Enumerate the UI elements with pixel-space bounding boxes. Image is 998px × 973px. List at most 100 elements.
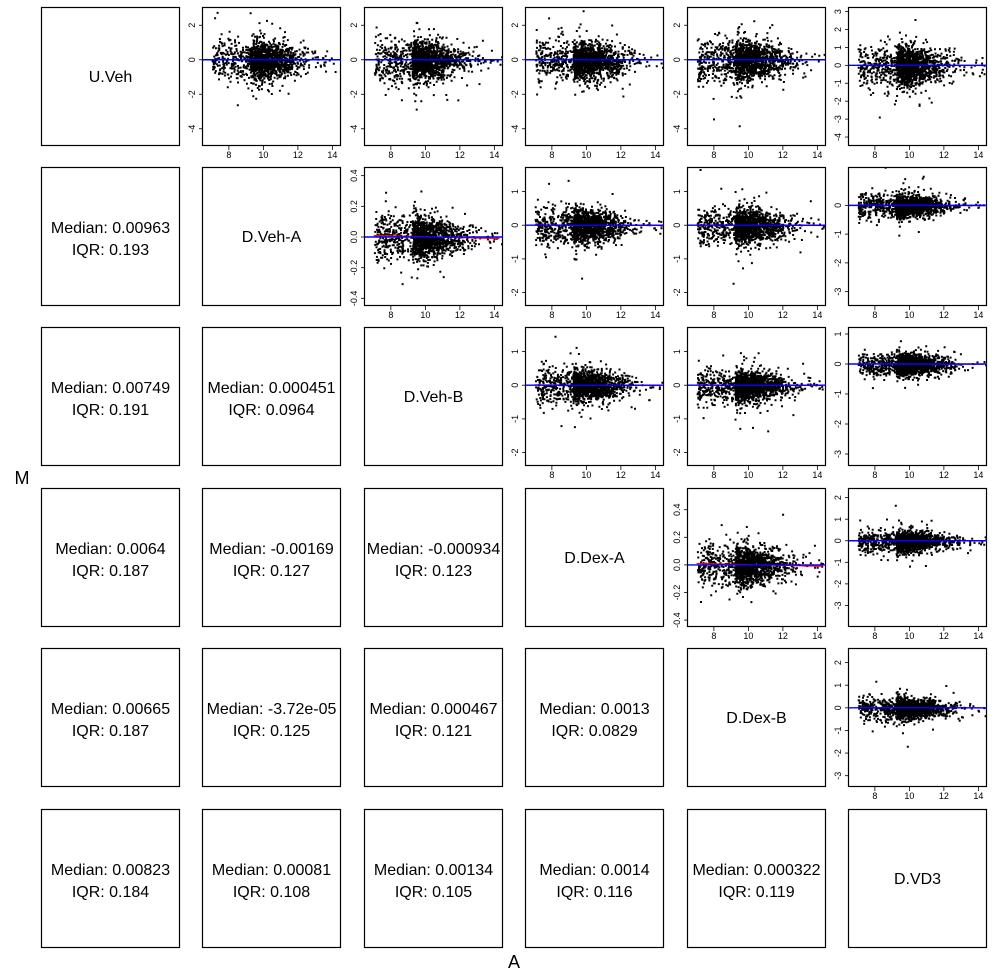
panel-frame-r2-c3	[524, 326, 665, 467]
y-tick-label: -1	[672, 415, 682, 423]
x-tick-label: 14	[650, 470, 660, 480]
ma-plot-r2-c4	[688, 352, 826, 433]
sample-label-d-veh-a: D.Veh-A	[242, 229, 302, 246]
median-stat-d-veh-a-vs-u-veh: Median: 0.00963	[51, 220, 170, 237]
iqr-stat-d-dex-b-vs-d-dex-a: IQR: 0.0829	[551, 723, 637, 740]
y-tick-label: 2	[187, 23, 197, 28]
y-tick-label: -4	[349, 125, 359, 133]
x-tick-label: 10	[743, 150, 753, 160]
y-tick-label: 1	[672, 189, 682, 194]
panel-frame-r4-c1	[201, 647, 342, 788]
ma-plot-r2-c5	[849, 340, 987, 390]
y-tick-label: -2	[672, 449, 682, 457]
data-points	[373, 21, 503, 111]
median-stat-d-vd3-vs-d-veh-a: Median: 0.00081	[212, 862, 331, 879]
panel-frame-r0-c4	[686, 6, 827, 147]
iqr-stat-d-vd3-vs-d-veh-b: IQR: 0.105	[395, 884, 472, 901]
y-tick-label: -0.2	[672, 585, 682, 601]
iqr-stat-d-dex-b-vs-u-veh: IQR: 0.187	[72, 723, 149, 740]
y-tick-label: 0	[833, 705, 843, 710]
y-tick-label: -2	[672, 289, 682, 297]
panel-frame-r5-c3	[524, 808, 665, 949]
panel-frame-r3-c2	[363, 487, 504, 628]
median-stat-d-veh-b-vs-u-veh: Median: 0.00749	[51, 380, 170, 397]
panel-frame-r2-c2	[363, 326, 504, 467]
x-tick-label: 14	[973, 310, 983, 320]
x-tick-label: 8	[711, 150, 716, 160]
x-tick-label: 14	[812, 470, 822, 480]
y-tick-label: -0.2	[349, 260, 359, 276]
y-tick-label: -2	[349, 90, 359, 98]
panel-frame-r4-c5	[847, 647, 988, 788]
ma-plot-r2-c3	[526, 335, 664, 429]
panel-frame-r1-c3	[524, 166, 665, 307]
y-tick-label: -2	[510, 449, 520, 457]
data-points	[857, 19, 986, 119]
y-tick-label: -3	[833, 601, 843, 609]
y-tick-label: -0.4	[349, 291, 359, 307]
y-tick-label: -2	[672, 90, 682, 98]
x-tick-label: 8	[226, 150, 231, 160]
y-tick-label: 0.4	[672, 503, 682, 516]
y-tick-label: -2	[833, 259, 843, 267]
y-tick-label: -3	[833, 115, 843, 123]
iqr-stat-d-dex-b-vs-d-veh-b: IQR: 0.121	[395, 723, 472, 740]
data-points	[535, 335, 664, 429]
y-tick-label: 1	[510, 189, 520, 194]
x-tick-label: 8	[549, 150, 554, 160]
x-tick-label: 8	[711, 470, 716, 480]
y-tick-label: -1	[833, 726, 843, 734]
x-tick-label: 12	[778, 310, 788, 320]
y-tick-label: -4	[187, 125, 197, 133]
x-tick-label: 12	[939, 470, 949, 480]
panel-frame-r4-c4	[686, 647, 827, 788]
x-tick-label: 12	[939, 631, 949, 641]
panel-frame-r3-c0	[40, 487, 181, 628]
x-axis-label: A	[508, 952, 520, 972]
y-tick-label: 0	[833, 203, 843, 208]
y-tick-label: 0.2	[349, 200, 359, 213]
panel-frame-r3-c5	[847, 487, 988, 628]
x-tick-label: 10	[904, 310, 914, 320]
x-tick-label: 10	[420, 310, 430, 320]
panel-frame-r5-c4	[686, 808, 827, 949]
panel-frame-r4-c0	[40, 647, 181, 788]
x-tick-label: 12	[939, 150, 949, 160]
sample-label-u-veh: U.Veh	[89, 69, 133, 86]
x-tick-label: 12	[455, 150, 465, 160]
y-tick-label: 1	[510, 349, 520, 354]
median-stat-d-vd3-vs-u-veh: Median: 0.00823	[51, 862, 170, 879]
data-points	[857, 504, 987, 568]
data-points	[211, 11, 337, 107]
y-tick-label: -1	[510, 255, 520, 263]
panel-frame-r1-c4	[686, 166, 827, 307]
x-tick-label: 14	[973, 150, 983, 160]
x-tick-label: 14	[812, 631, 822, 641]
x-tick-label: 8	[549, 470, 554, 480]
y-tick-label: -3	[833, 450, 843, 458]
y-tick-label: -1	[833, 79, 843, 87]
x-tick-label: 10	[420, 150, 430, 160]
ma-plot-r4-c5	[849, 680, 987, 748]
x-tick-label: 12	[778, 631, 788, 641]
y-tick-label: -1	[672, 255, 682, 263]
median-stat-d-vd3-vs-d-veh-b: Median: 0.00134	[374, 862, 493, 879]
y-tick-label: -2	[833, 420, 843, 428]
y-tick-label: 0	[187, 57, 197, 62]
iqr-stat-d-vd3-vs-d-dex-a: IQR: 0.116	[556, 884, 632, 901]
panels-group: U.Veh D.Veh-A D.Veh-B D.Dex-A D.Dex-B D.VD3 Me…	[40, 6, 988, 949]
x-tick-label: 14	[489, 310, 499, 320]
panel-frame-r2-c0	[40, 326, 181, 467]
x-tick-label: 8	[711, 631, 716, 641]
sample-label-d-veh-b: D.Veh-B	[404, 389, 464, 406]
x-tick-label: 10	[904, 631, 914, 641]
y-tick-label: -2	[833, 749, 843, 757]
x-tick-label: 10	[743, 470, 753, 480]
y-tick-label: 0	[510, 223, 520, 228]
y-tick-label: 1	[833, 683, 843, 688]
ma-plot-r0-c1	[203, 11, 341, 107]
median-stat-d-dex-a-vs-u-veh: Median: 0.0064	[55, 541, 165, 558]
y-tick-label: -1	[510, 415, 520, 423]
y-tick-label: 0	[672, 223, 682, 228]
